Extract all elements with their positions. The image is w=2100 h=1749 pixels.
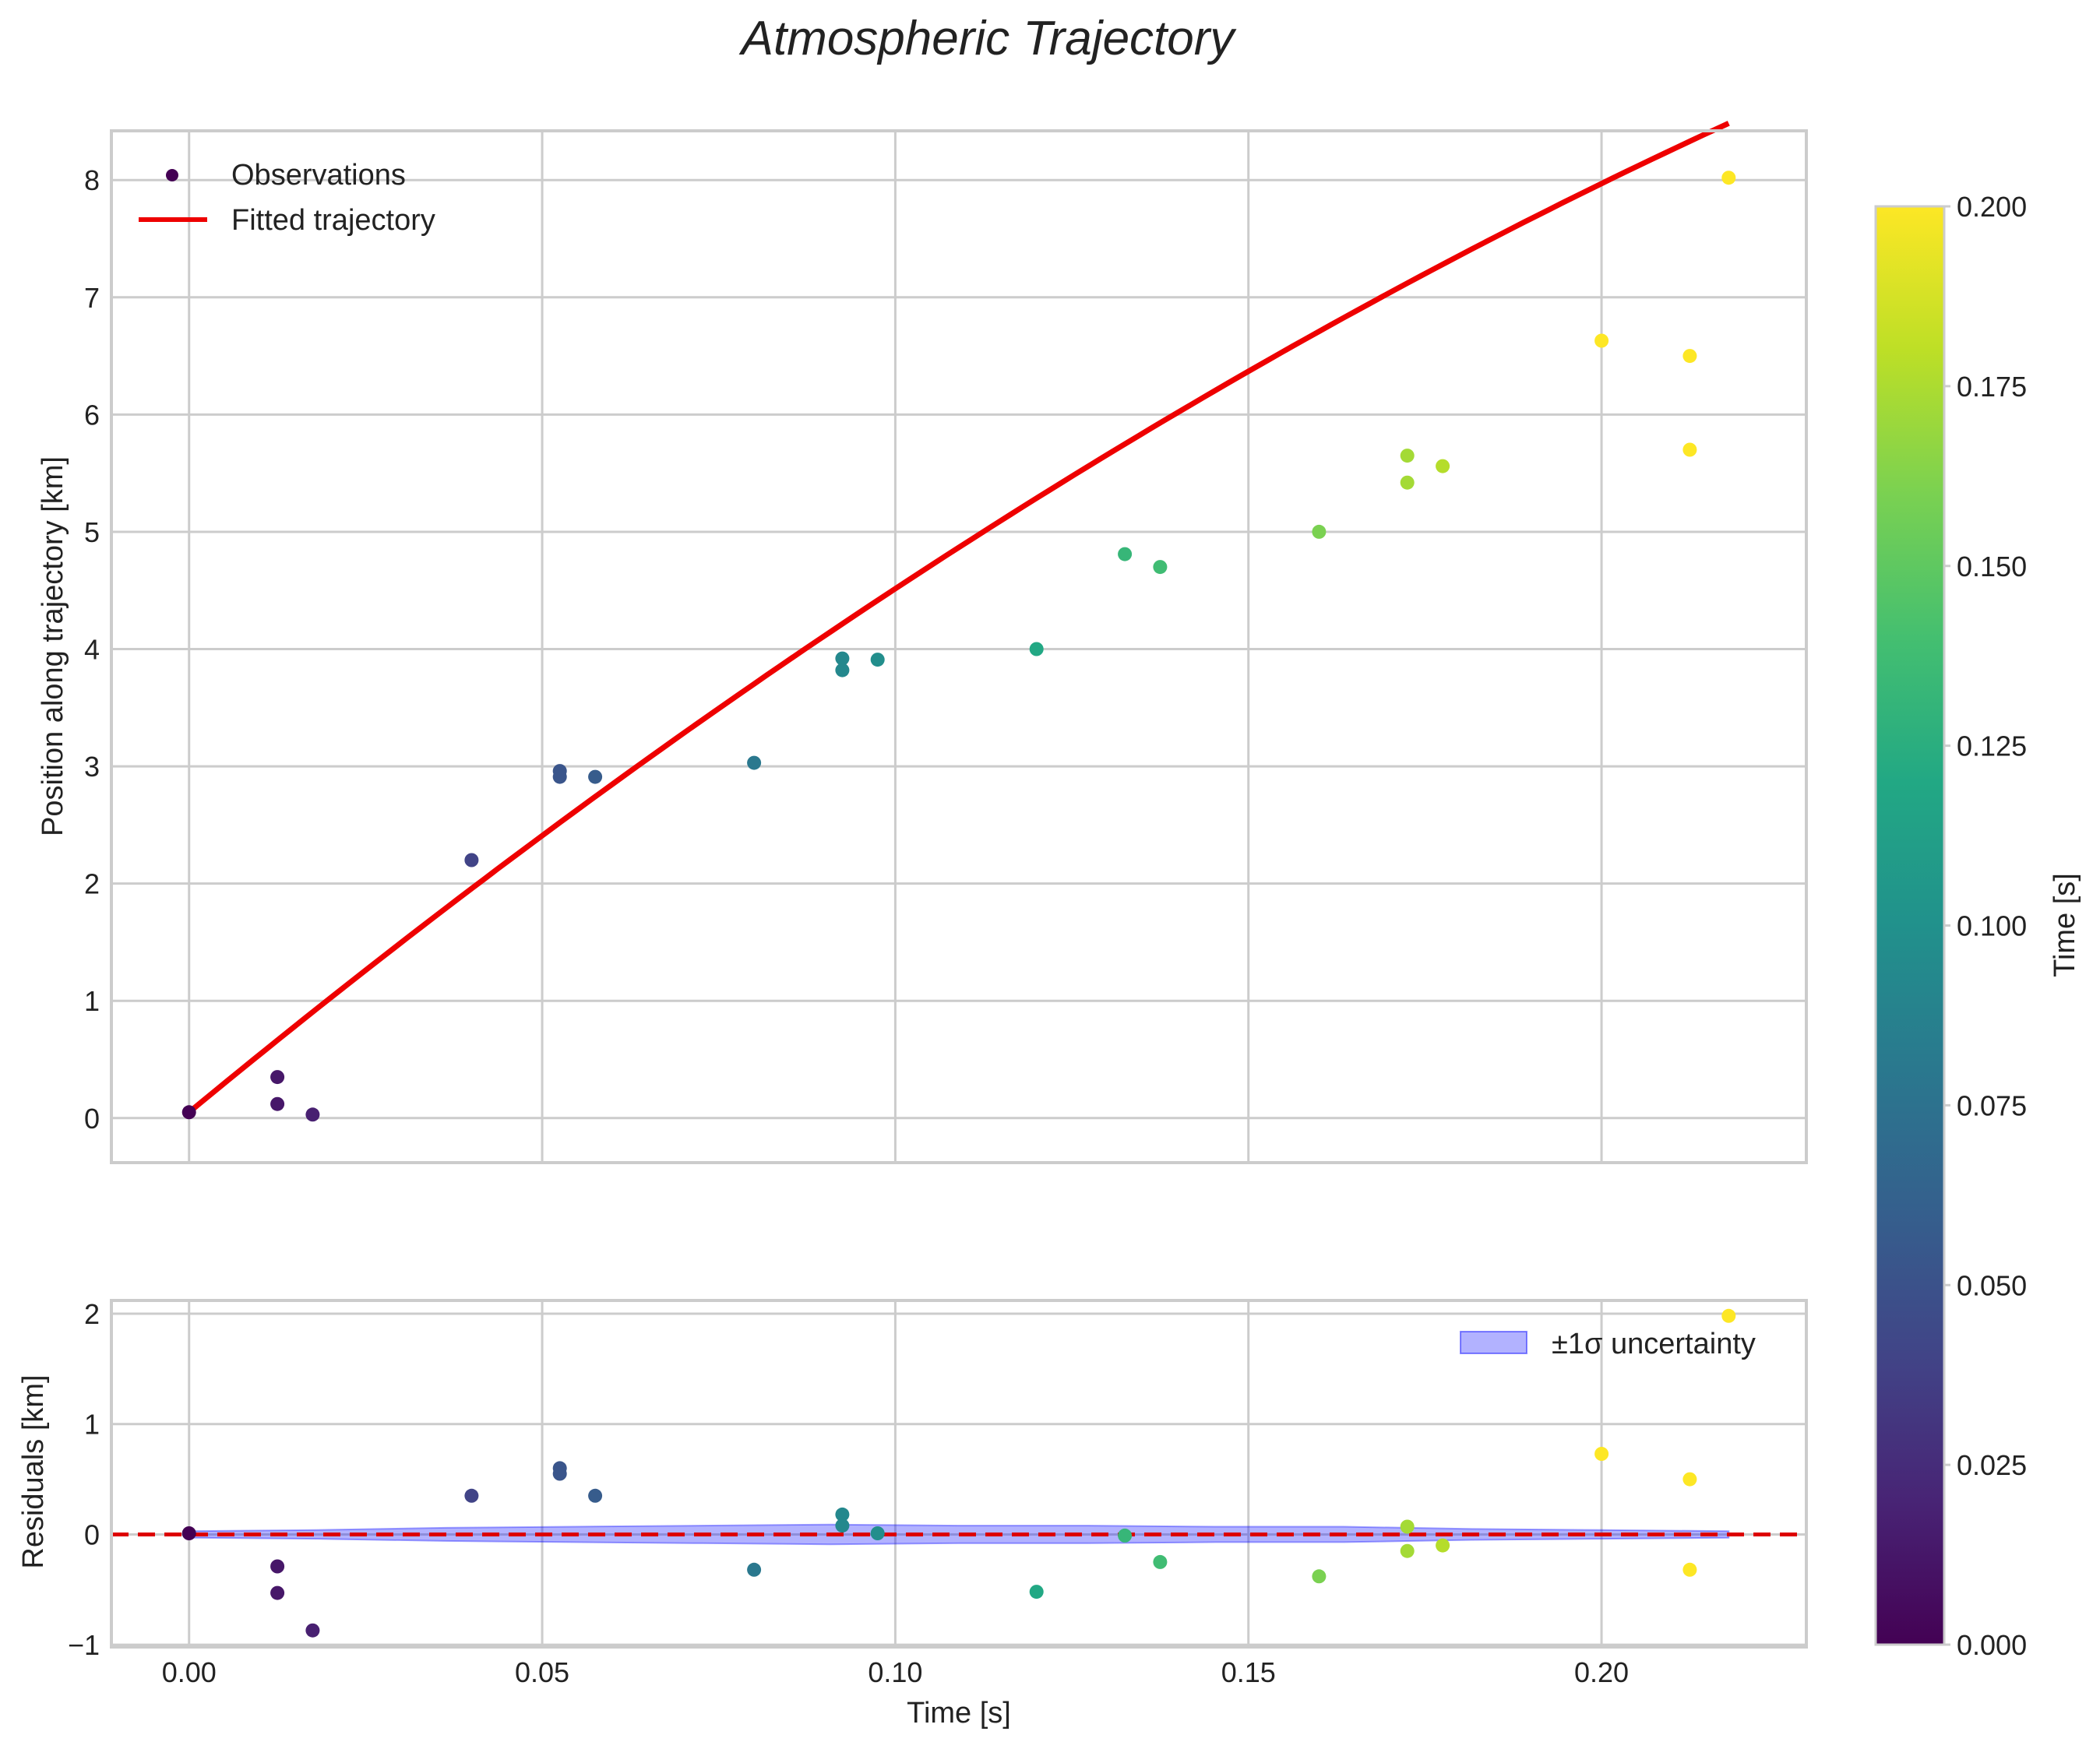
- x-tick-label: 0.05: [515, 1656, 569, 1688]
- bottom-legend: ±1σ uncertainty: [1460, 1328, 1756, 1360]
- observation-point: [588, 769, 603, 784]
- observation-point: [870, 653, 885, 667]
- x-tick-labels: 0.00 0.05 0.10 0.15 0.20: [162, 1656, 1629, 1688]
- top-y-tick-labels: 0 1 2 3 4 5 6 7 8: [84, 164, 100, 1135]
- bottom-panel-frame: [110, 1299, 1808, 1649]
- colorbar-tick-label: 0.125: [1957, 730, 2027, 762]
- top-y-tick-label: 8: [84, 164, 100, 196]
- fitted-trajectory-line: [187, 121, 1730, 1115]
- colorbar-tick-labels: 0.000 0.025 0.050 0.075 0.100 0.125 0.150 0.175…: [1944, 191, 2027, 1661]
- colorbar-label: Time [s]: [2049, 873, 2081, 977]
- x-tick-label: 0.10: [868, 1656, 922, 1688]
- legend-uncertainty-label: ±1σ uncertainty: [1552, 1328, 1756, 1360]
- fitted-trajectory-group: [187, 121, 1730, 1115]
- residual-point: [835, 1507, 850, 1522]
- residual-point: [305, 1623, 320, 1638]
- observation-point: [1594, 333, 1609, 348]
- residual-point: [1721, 1308, 1736, 1323]
- observation-point: [1029, 642, 1044, 656]
- residual-point: [1682, 1472, 1697, 1487]
- observation-point: [270, 1096, 285, 1111]
- observation-point: [1400, 475, 1415, 490]
- residual-point: [1312, 1569, 1327, 1584]
- bottom-y-tick-label: −1: [68, 1629, 100, 1661]
- observation-point: [1682, 442, 1697, 457]
- residual-point: [1118, 1528, 1133, 1543]
- observation-point: [1682, 349, 1697, 364]
- residual-point: [870, 1526, 885, 1540]
- observation-point: [747, 755, 762, 770]
- residual-point: [270, 1585, 285, 1600]
- legend-observations-marker: [166, 169, 178, 181]
- observation-point: [552, 769, 567, 784]
- top-y-tick-label: 7: [84, 282, 100, 314]
- colorbar-tick-label: 0.100: [1957, 910, 2027, 942]
- residual-point: [747, 1562, 762, 1577]
- legend-observations-label: Observations: [231, 159, 406, 192]
- residual-point: [464, 1488, 479, 1503]
- residual-point: [181, 1526, 196, 1540]
- colorbar-tick-label: 0.050: [1957, 1269, 2027, 1301]
- legend-fitted-trajectory-label: Fitted trajectory: [231, 204, 435, 237]
- top-y-tick-label: 4: [84, 634, 100, 666]
- observation-point: [835, 663, 850, 677]
- observation-point: [270, 1070, 285, 1085]
- observation-point: [1721, 171, 1736, 185]
- observation-points: [181, 171, 1736, 1122]
- residual-point: [1400, 1543, 1415, 1558]
- observation-point: [305, 1107, 320, 1122]
- top-panel-frame: [110, 129, 1808, 1164]
- observation-point: [835, 651, 850, 666]
- top-y-axis-label: Position along trajectory [km]: [37, 456, 69, 836]
- residual-point: [588, 1488, 603, 1503]
- colorbar-tick-label: 0.200: [1957, 191, 2027, 223]
- top-panel-grid: [111, 131, 1806, 1163]
- chart-title: Atmospheric Trajectory: [738, 12, 1238, 65]
- colorbar-tick-label: 0.150: [1957, 551, 2027, 582]
- colorbar-tick-label: 0.175: [1957, 371, 2027, 403]
- residual-point: [1594, 1447, 1609, 1461]
- observation-point: [1400, 449, 1415, 463]
- observation-point: [1153, 560, 1168, 575]
- x-tick-label: 0.15: [1221, 1656, 1276, 1688]
- residual-point: [835, 1518, 850, 1533]
- observation-point: [1312, 524, 1327, 539]
- bottom-y-axis-label: Residuals [km]: [17, 1374, 50, 1568]
- residual-point: [1400, 1519, 1415, 1534]
- top-y-tick-label: 2: [84, 868, 100, 900]
- colorbar: [1874, 205, 1946, 1646]
- top-legend: Observations Fitted trajectory: [139, 159, 435, 237]
- top-y-tick-label: 6: [84, 399, 100, 431]
- bottom-y-tick-label: 0: [84, 1518, 100, 1550]
- colorbar-tick-label: 0.075: [1957, 1089, 2027, 1121]
- bottom-y-tick-label: 1: [84, 1409, 100, 1441]
- residual-points: [181, 1308, 1736, 1638]
- legend-uncertainty-swatch: [1460, 1331, 1527, 1354]
- observation-point: [464, 853, 479, 867]
- residual-point: [1436, 1538, 1450, 1553]
- residual-point: [1682, 1562, 1697, 1577]
- top-y-tick-label: 1: [84, 985, 100, 1017]
- bottom-y-tick-label: 2: [84, 1298, 100, 1330]
- top-y-tick-label: 0: [84, 1103, 100, 1135]
- observation-point: [1436, 459, 1450, 473]
- top-y-tick-label: 3: [84, 751, 100, 783]
- x-tick-label: 0.00: [162, 1656, 217, 1688]
- observation-point: [181, 1105, 196, 1120]
- x-axis-label: Time [s]: [907, 1697, 1011, 1730]
- x-tick-label: 0.20: [1574, 1656, 1629, 1688]
- residual-point: [1153, 1554, 1168, 1569]
- observation-point: [1118, 547, 1133, 561]
- colorbar-tick-label: 0.025: [1957, 1449, 2027, 1481]
- top-y-tick-label: 5: [84, 516, 100, 548]
- residual-point: [1029, 1585, 1044, 1599]
- colorbar-tick-label: 0.000: [1957, 1629, 2027, 1661]
- bottom-y-tick-labels: −1 0 1 2: [68, 1298, 100, 1661]
- residual-point: [270, 1559, 285, 1574]
- residual-point: [552, 1466, 567, 1481]
